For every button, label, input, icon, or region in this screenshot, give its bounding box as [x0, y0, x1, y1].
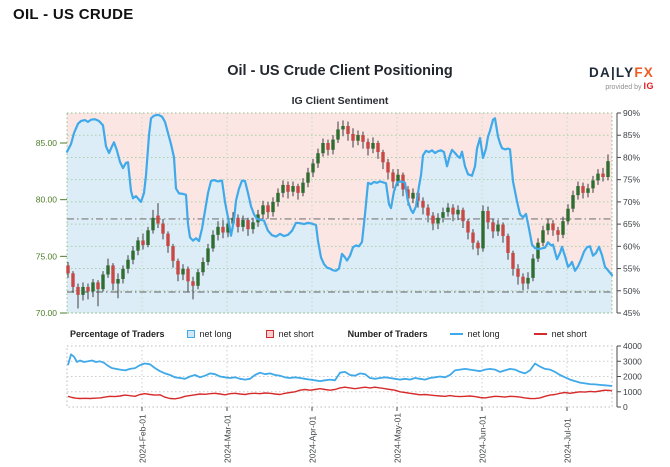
- svg-text:2024-May-01: 2024-May-01: [393, 413, 403, 463]
- svg-text:1000: 1000: [623, 387, 642, 397]
- chart-title: Oil - US Crude Client Positioning: [227, 63, 453, 79]
- svg-text:2024-Feb-01: 2024-Feb-01: [138, 414, 148, 463]
- svg-text:0: 0: [623, 402, 628, 412]
- svg-text:2024-Mar-01: 2024-Mar-01: [223, 414, 233, 463]
- net-short-line-icon: [533, 332, 547, 335]
- svg-text:2000: 2000: [623, 372, 642, 382]
- legend-pct-net-long: net long: [186, 329, 232, 339]
- legend-num-net-long: net long: [449, 329, 500, 339]
- net-long-square-icon: [186, 329, 195, 338]
- svg-text:80.00: 80.00: [36, 195, 58, 205]
- svg-text:2024-Apr-01: 2024-Apr-01: [308, 415, 318, 463]
- svg-text:75.00: 75.00: [36, 251, 58, 261]
- net-short-square-icon: [265, 329, 274, 338]
- chart-subtitle: IG Client Sentiment: [291, 95, 389, 107]
- legend-pct-net-short: net short: [265, 329, 314, 339]
- svg-text:60%: 60%: [623, 241, 640, 251]
- svg-text:80%: 80%: [623, 152, 640, 162]
- legend-num-net-short: net short: [533, 329, 587, 339]
- svg-text:70%: 70%: [623, 197, 640, 207]
- svg-text:4000: 4000: [623, 341, 642, 351]
- chart-legend: Percentage of Traders net long net short…: [70, 326, 587, 341]
- svg-text:45%: 45%: [623, 308, 640, 318]
- svg-text:2024-Jun-01: 2024-Jun-01: [478, 415, 488, 463]
- net-long-line-icon: [449, 332, 463, 335]
- dailyfx-logo: DA|LYFX provided by IG: [589, 65, 654, 92]
- provided-by-ig: provided by IG: [605, 80, 654, 91]
- svg-text:65%: 65%: [623, 219, 640, 229]
- svg-text:3000: 3000: [623, 356, 642, 366]
- legend-pct-header: Percentage of Traders: [70, 328, 165, 339]
- svg-text:85%: 85%: [623, 130, 640, 140]
- svg-text:90%: 90%: [623, 108, 640, 118]
- svg-text:55%: 55%: [623, 264, 640, 274]
- svg-text:85.00: 85.00: [36, 138, 58, 148]
- dailyfx-logo-text: DA|LYFX: [589, 65, 654, 80]
- svg-text:2024-Jul-01: 2024-Jul-01: [563, 418, 573, 463]
- svg-text:75%: 75%: [623, 175, 640, 185]
- svg-text:70.00: 70.00: [36, 308, 58, 318]
- page-title: OIL - US CRUDE: [13, 6, 134, 23]
- svg-text:50%: 50%: [623, 286, 640, 296]
- legend-num-header: Number of Traders: [347, 328, 428, 339]
